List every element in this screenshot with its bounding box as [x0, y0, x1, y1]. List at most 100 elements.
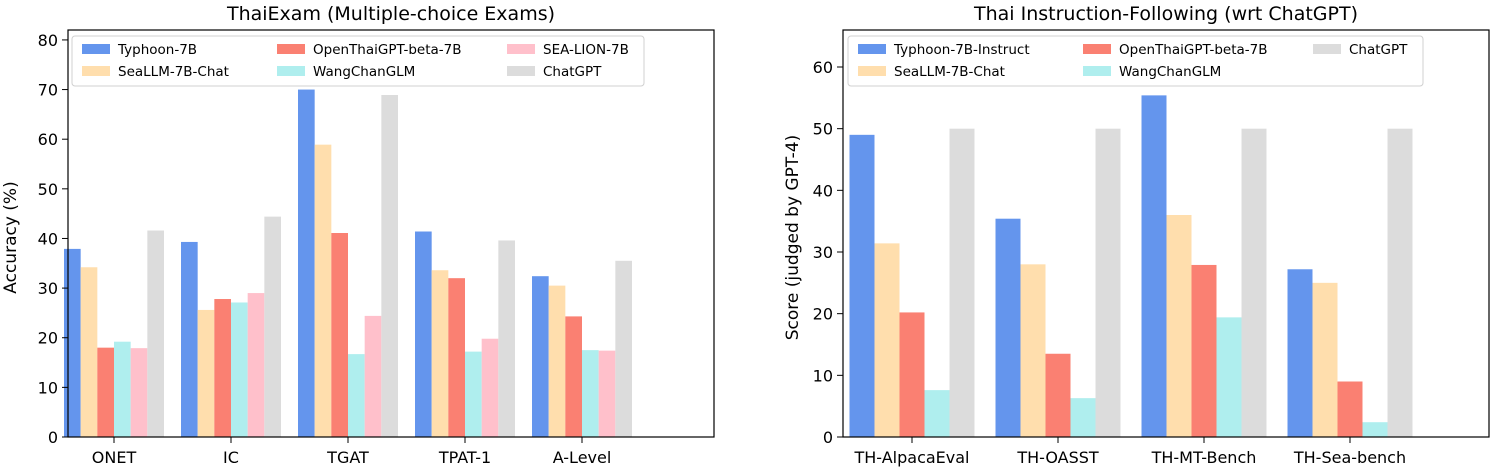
bar-wangchanglm-onet	[114, 341, 131, 437]
x-tick-label: TGAT	[326, 448, 369, 467]
bar-sea-lion-7b-tgat	[364, 315, 382, 437]
bar-sea-lion-7b-tpat-1	[481, 338, 499, 437]
y-tick-label: 40	[813, 181, 833, 200]
legend: Typhoon-7B-Instruct SeaLLM-7B-Chat OpenTha…	[847, 35, 1424, 87]
legend-swatch-openthaigpt-beta-7b	[1083, 44, 1111, 54]
legend-label-wangchanglm: WangChanGLM	[313, 64, 415, 80]
bar-openthaigpt-beta-7b-tpat-1	[448, 278, 465, 437]
bar-seallm-7b-chat-th-oasst	[1020, 264, 1046, 437]
legend-label-wangchanglm: WangChanGLM	[1119, 64, 1221, 80]
legend: Typhoon-7B SeaLLM-7B-Chat OpenThaiGPT-beta…	[71, 35, 645, 87]
legend-label-chatgpt: ChatGPT	[1349, 42, 1408, 58]
legend-label-seallm-7b-chat: SeaLLM-7B-Chat	[894, 64, 1005, 80]
x-tick-label: TH-AlpacaEval	[853, 448, 969, 467]
bar-wangchanglm-th-sea-bench	[1362, 422, 1388, 437]
bar-typhoon-7b-instruct-th-oasst	[995, 218, 1021, 437]
legend-label-typhoon-7b-instruct: Typhoon-7B-Instruct	[893, 42, 1030, 58]
bar-wangchanglm-th-alpacaeval	[924, 390, 950, 437]
y-tick-label: 30	[813, 243, 833, 262]
plot-frame	[67, 29, 715, 438]
legend-swatch-openthaigpt-beta-7b	[277, 44, 305, 54]
bar-openthaigpt-beta-7b-th-sea-bench	[1337, 381, 1363, 437]
bar-wangchanglm-th-mt-bench	[1216, 317, 1242, 437]
bar-openthaigpt-beta-7b-a-level	[565, 316, 582, 437]
legend-swatch-typhoon-7b-instruct	[858, 44, 886, 54]
y-tick-label: 60	[813, 58, 833, 77]
legend-swatch-typhoon-7b	[82, 44, 110, 54]
bar-openthaigpt-beta-7b-th-oasst	[1045, 353, 1071, 437]
bar-seallm-7b-chat-th-alpacaeval	[874, 243, 900, 437]
bar-openthaigpt-beta-7b-tgat	[331, 233, 348, 437]
chart-1: ThaiExam (Multiple-choice Exams) Accuracy…	[1, 3, 715, 467]
plot-frame	[842, 29, 1490, 438]
y-tick-label: 20	[813, 305, 833, 324]
y-tick-label: 0	[48, 428, 58, 447]
legend-label-typhoon-7b: Typhoon-7B	[117, 42, 197, 58]
legend-swatch-seallm-7b-chat	[82, 66, 110, 76]
legend-swatch-chatgpt	[507, 66, 535, 76]
bar-openthaigpt-beta-7b-th-mt-bench	[1191, 264, 1217, 437]
bar-sea-lion-7b-onet	[130, 348, 148, 437]
bar-typhoon-7b-a-level	[532, 276, 549, 437]
bar-sea-lion-7b-ic	[247, 293, 265, 437]
x-tick-label: A-Level	[553, 448, 612, 467]
legend-label-seallm-7b-chat: SeaLLM-7B-Chat	[118, 64, 229, 80]
bar-wangchanglm-ic	[231, 302, 248, 437]
bar-seallm-7b-chat-th-sea-bench	[1312, 282, 1338, 437]
bar-openthaigpt-beta-7b-ic	[214, 299, 231, 437]
bar-chatgpt-onet	[147, 230, 164, 437]
legend-label-chatgpt: ChatGPT	[543, 64, 602, 80]
bar-chatgpt-th-sea-bench	[1387, 128, 1413, 438]
y-tick-label: 60	[38, 130, 58, 149]
bar-chatgpt-ic	[264, 216, 281, 437]
y-tick-label: 20	[38, 329, 58, 348]
legend-box	[847, 35, 1424, 87]
legend-swatch-seallm-7b-chat	[858, 66, 886, 76]
y-tick-label: 0	[823, 428, 833, 447]
bar-typhoon-7b-instruct-th-sea-bench	[1287, 269, 1313, 437]
legend-swatch-sea-lion-7b	[507, 44, 535, 54]
bar-typhoon-7b-tpat-1	[415, 231, 432, 437]
bar-seallm-7b-chat-tpat-1	[431, 270, 449, 437]
chart-title: ThaiExam (Multiple-choice Exams)	[226, 3, 555, 25]
bar-chatgpt-th-alpacaeval	[949, 128, 975, 438]
bar-wangchanglm-tpat-1	[465, 351, 482, 437]
x-tick-label: TPAT-1	[438, 448, 491, 467]
bar-chatgpt-tgat	[381, 95, 398, 438]
y-tick-label: 80	[38, 31, 58, 50]
x-tick-label: TH-MT-Bench	[1151, 448, 1257, 467]
y-tick-label: 50	[813, 120, 833, 139]
bar-wangchanglm-a-level	[582, 350, 599, 437]
x-tick-label: IC	[223, 448, 239, 467]
bar-typhoon-7b-tgat	[298, 89, 315, 437]
y-tick-label: 10	[813, 366, 833, 385]
bar-wangchanglm-tgat	[348, 354, 365, 437]
bar-typhoon-7b-instruct-th-mt-bench	[1141, 95, 1167, 438]
bar-sea-lion-7b-a-level	[598, 350, 616, 437]
y-axis-label: Accuracy (%)	[1, 181, 21, 293]
chart-2: Thai Instruction-Following (wrt ChatGPT)…	[783, 3, 1490, 467]
chart-title: Thai Instruction-Following (wrt ChatGPT)	[973, 3, 1358, 25]
y-tick-label: 70	[38, 81, 58, 100]
y-tick-label: 10	[38, 378, 58, 397]
bar-chatgpt-th-oasst	[1095, 128, 1121, 438]
bar-typhoon-7b-onet	[64, 248, 81, 437]
bar-seallm-7b-chat-onet	[80, 267, 98, 437]
legend-swatch-wangchanglm	[1083, 66, 1111, 76]
y-tick-label: 50	[38, 180, 58, 199]
x-tick-label: TH-Sea-bench	[1293, 448, 1406, 467]
y-tick-label: 30	[38, 279, 58, 298]
y-axis-label: Score (judged by GPT-4)	[783, 135, 803, 340]
bar-chatgpt-th-mt-bench	[1241, 128, 1267, 438]
bar-chatgpt-tpat-1	[498, 240, 515, 437]
bar-seallm-7b-chat-ic	[197, 309, 215, 437]
legend-label-openthaigpt-beta-7b: OpenThaiGPT-beta-7B	[1119, 42, 1268, 58]
bar-openthaigpt-beta-7b-onet	[97, 347, 114, 437]
legend-swatch-chatgpt	[1313, 44, 1341, 54]
bar-seallm-7b-chat-th-mt-bench	[1166, 215, 1192, 437]
bar-openthaigpt-beta-7b-th-alpacaeval	[899, 312, 925, 437]
legend-swatch-wangchanglm	[277, 66, 305, 76]
bar-seallm-7b-chat-a-level	[548, 285, 566, 437]
x-tick-label: ONET	[92, 448, 137, 467]
